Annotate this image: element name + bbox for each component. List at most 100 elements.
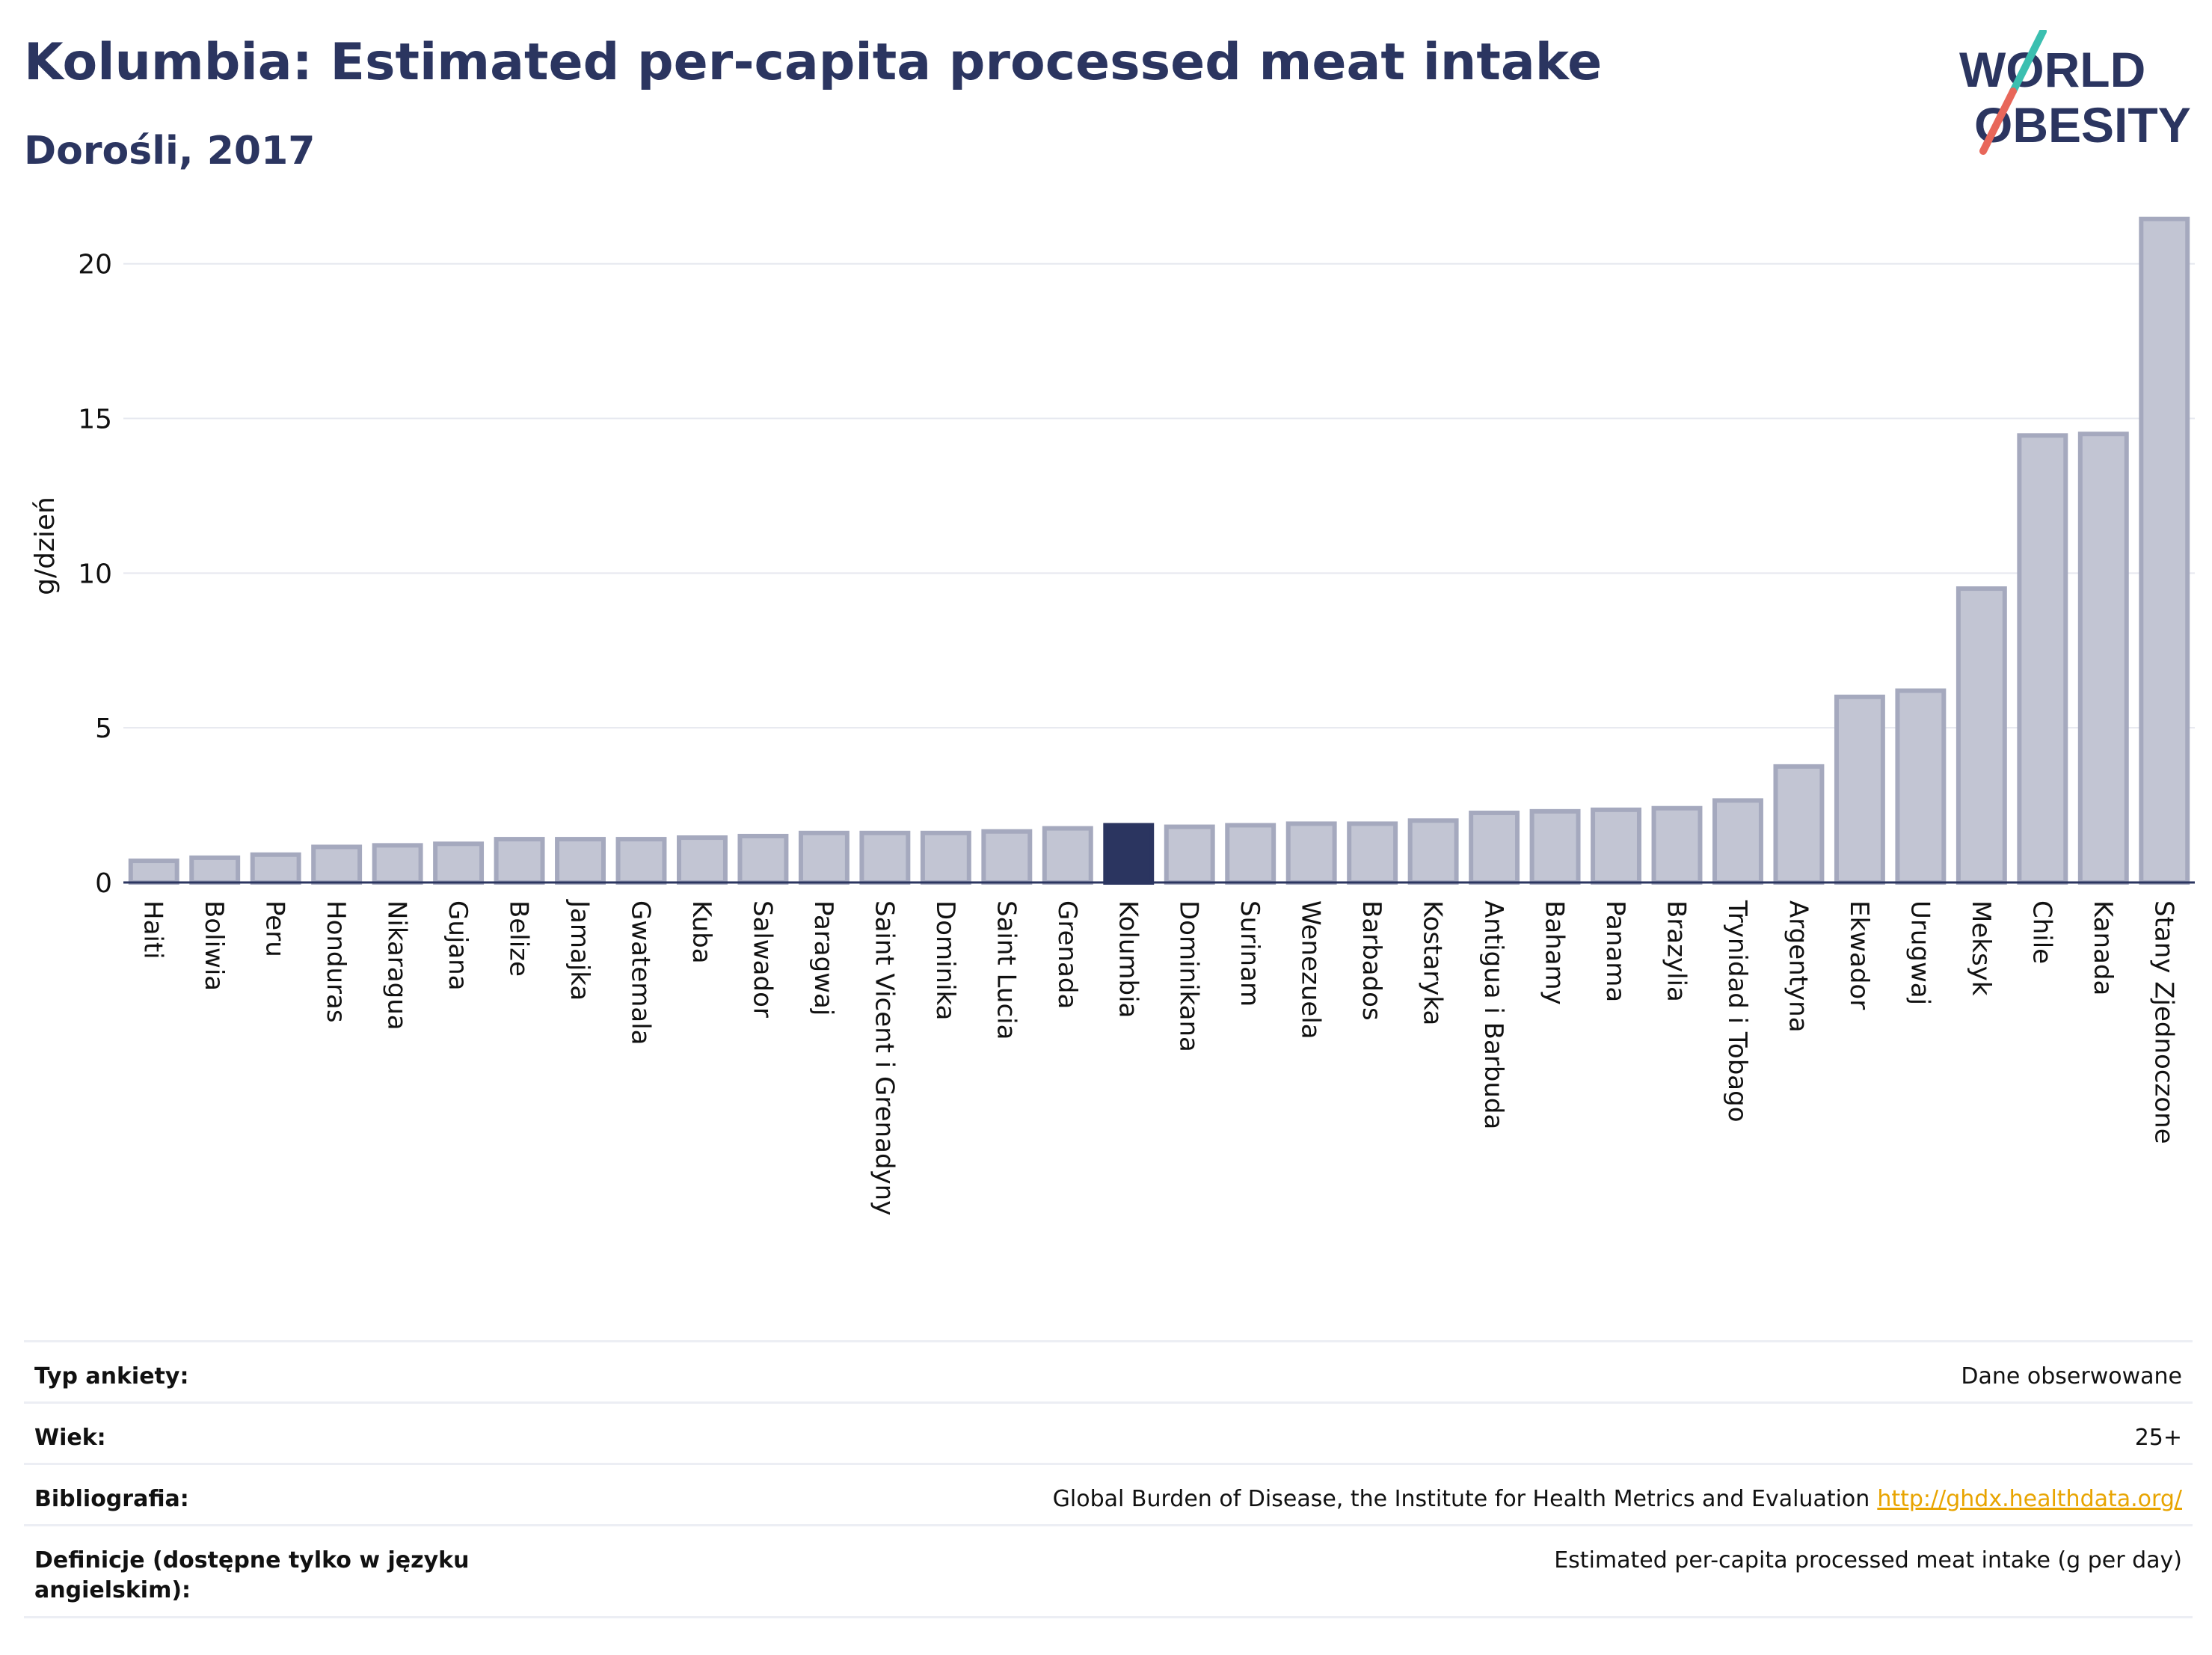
y-axis-ticks: 0 5 10 15 20 — [78, 250, 112, 899]
x-tick-label: Haiti — [138, 900, 168, 959]
bar-panama — [1591, 807, 1641, 885]
bar-urugwaj — [1895, 688, 1947, 885]
bar-gwatemala — [615, 837, 667, 885]
y-tick-label: 5 — [95, 713, 112, 744]
bar-meksyk — [1956, 586, 2007, 885]
x-axis-ticks: Haiti Boliwia Peru Honduras Nikaragua Gujana B… — [138, 899, 2179, 1215]
bar-saint-vicent-i-grenadyny — [859, 830, 911, 885]
x-tick-label: Barbados — [1357, 900, 1386, 1021]
x-tick-label: Kanada — [2088, 900, 2118, 995]
metadata-table: Typ ankiety: Dane obserwowane Wiek: 25+ Bibl… — [24, 1340, 2193, 1618]
x-tick-label: Belize — [504, 900, 534, 977]
bar-wenezuela — [1285, 821, 1337, 885]
bar-dominika — [920, 830, 971, 885]
bar-honduras — [311, 844, 363, 885]
x-tick-label: Nikaragua — [382, 900, 412, 1031]
x-tick-label: Paragwaj — [808, 900, 838, 1016]
x-tick-label: Kuba — [686, 900, 716, 964]
bar-barbados — [1347, 821, 1398, 885]
bar-dominikana — [1164, 824, 1215, 885]
x-tick-label: Meksyk — [1966, 900, 1996, 996]
x-tick-label: Chile — [2027, 900, 2056, 964]
x-tick-label: Bahamy — [1540, 900, 1570, 1005]
x-tick-label: Wenezuela — [1296, 900, 1326, 1040]
x-tick-label: Salwador — [747, 900, 777, 1018]
x-tick-label: Saint Lucia — [991, 900, 1021, 1040]
y-tick-label: 15 — [78, 405, 112, 435]
metadata-value: Global Burden of Disease, the Institute … — [1053, 1465, 2193, 1514]
bar-trynidad-i-tobago — [1712, 798, 1763, 885]
x-tick-label: Grenada — [1052, 900, 1082, 1009]
gridlines — [123, 262, 2195, 729]
x-tick-label: Dominikana — [1174, 900, 1204, 1052]
x-tick-label: Gujana — [443, 900, 473, 991]
metadata-value-text: Global Burden of Disease, the Institute … — [1052, 1486, 1870, 1512]
metadata-value-text: Dane obserwowane — [1961, 1363, 2182, 1390]
x-tick-label: Gwatemala — [626, 900, 656, 1045]
x-tick-label: Panama — [1600, 900, 1630, 1002]
metadata-row: Definicje (dostępne tylko w języku angie… — [24, 1524, 2193, 1618]
y-axis-label: g/dzień — [30, 497, 61, 595]
bar-haiti — [128, 859, 179, 885]
bar-grenada — [1042, 826, 1093, 885]
bar-chile — [2017, 433, 2068, 885]
logo-slash-red — [1979, 87, 2017, 155]
metadata-label: Bibliografia: — [34, 1486, 189, 1512]
metadata-value: Dane obserwowane — [1961, 1342, 2193, 1392]
x-tick-label: Boliwia — [199, 900, 229, 991]
x-tick-label: Honduras — [321, 900, 351, 1023]
bar-jamajka — [555, 837, 606, 885]
x-tick-label: Peru — [260, 900, 290, 957]
metadata-row: Typ ankiety: Dane obserwowane — [24, 1340, 2193, 1401]
bar-kolumbia — [1103, 823, 1155, 885]
bar-brazylia — [1651, 805, 1703, 885]
source-link[interactable]: http://ghdx.healthdata.org/ — [1877, 1486, 2182, 1512]
x-tick-label: Urugwaj — [1905, 900, 1935, 1005]
metadata-label: Typ ankiety: — [34, 1363, 189, 1390]
y-tick-label: 0 — [95, 868, 112, 899]
bar-surinam — [1225, 823, 1276, 885]
metadata-label: Wiek: — [34, 1425, 106, 1451]
bar-kostaryka — [1407, 818, 1459, 885]
x-tick-label: Stany Zjednoczone — [2148, 900, 2178, 1144]
x-tick-label: Dominika — [930, 900, 960, 1020]
bar-ekwador — [1834, 694, 1885, 885]
metadata-value: 25+ — [2135, 1404, 2193, 1453]
metadata-row: Wiek: 25+ — [24, 1401, 2193, 1463]
metadata-value: Estimated per-capita processed meat inta… — [1554, 1526, 2193, 1576]
y-tick-label: 10 — [78, 559, 112, 589]
bar-gujana — [433, 841, 485, 885]
x-tick-label: Argentyna — [1783, 900, 1813, 1033]
metadata-row: Bibliografia: Global Burden of Disease, t… — [24, 1463, 2193, 1524]
x-tick-label: Jamajka — [565, 899, 595, 1001]
bar-antigua-i-barbuda — [1469, 810, 1520, 885]
bar-boliwia — [189, 855, 241, 885]
x-tick-label: Ekwador — [1844, 900, 1874, 1010]
x-tick-label: Surinam — [1235, 900, 1265, 1007]
bar-salwador — [737, 833, 789, 885]
metadata-value-text: Estimated per-capita processed meat inta… — [1554, 1547, 2182, 1573]
x-tick-label: Kostaryka — [1418, 900, 1448, 1025]
bar-chart: 0 5 10 15 20 g/dzień Haiti Boliwia Peru Hondura… — [30, 216, 2195, 1215]
metadata-label: Definicje (dostępne tylko w języku angie… — [34, 1547, 470, 1603]
page-title: Kolumbia: Estimated per-capita processed… — [24, 33, 1603, 92]
y-tick-label: 20 — [78, 250, 112, 280]
logo-line1: WORLD — [1959, 42, 2145, 97]
x-tick-label: Antigua i Barbuda — [1478, 900, 1508, 1129]
bar-paragwaj — [798, 830, 850, 885]
bar-peru — [250, 852, 301, 885]
bar-belize — [494, 837, 545, 885]
bar-saint-lucia — [981, 829, 1033, 885]
x-tick-label: Saint Vicent i Grenadyny — [869, 900, 899, 1215]
bar-nikaragua — [372, 843, 423, 885]
bar-stany-zjednoczone — [2139, 216, 2190, 885]
bars — [128, 216, 2190, 885]
bar-kuba — [677, 835, 728, 885]
logo-line2: OBESITY — [1974, 97, 2191, 153]
page-subtitle: Dorośli, 2017 — [24, 129, 316, 174]
x-tick-label: Brazylia — [1662, 900, 1692, 1002]
logo-slash-teal — [2009, 30, 2047, 95]
x-tick-label: Trynidad i Tobago — [1722, 900, 1752, 1123]
bar-bahamy — [1529, 808, 1581, 885]
metadata-value-text: 25+ — [2134, 1425, 2182, 1451]
